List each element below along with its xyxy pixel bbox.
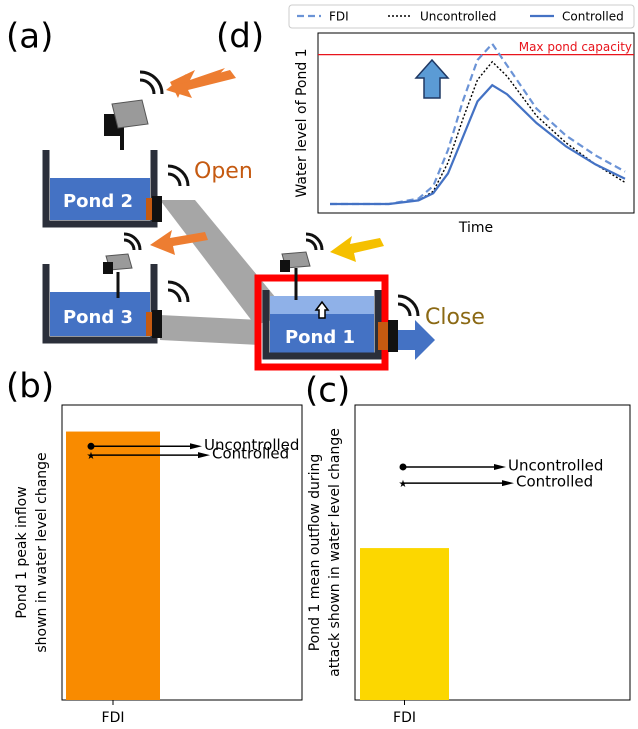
legend-label: Controlled <box>562 10 624 24</box>
marker-label: Controlled <box>212 445 289 463</box>
figure: (a) (d) (b) (c) <box>0 0 638 729</box>
marker: ★ <box>399 479 408 490</box>
marker: ★ <box>87 451 96 462</box>
line-series <box>330 62 625 204</box>
arrow-head <box>190 443 202 449</box>
bar <box>66 432 160 700</box>
panel-label: (d) <box>216 17 264 57</box>
panel-label: (a) <box>6 17 53 57</box>
y-axis-label: Pond 1 mean outflow during <box>307 454 323 652</box>
marker <box>88 443 95 450</box>
line-series <box>330 44 625 204</box>
arrow-head <box>502 480 514 486</box>
rise-arrow <box>416 60 448 98</box>
x-tick-label: FDI <box>102 710 125 726</box>
arrow-head <box>494 464 506 470</box>
y-axis-label: Water level of Pond 1 <box>294 48 310 197</box>
diagram: Pond 2 Pond 3 Pond 1 Open Close <box>46 68 485 367</box>
y-axis-label: attack shown in water level change <box>327 428 343 677</box>
plot-frame <box>318 33 634 213</box>
panel-label: (b) <box>6 367 54 407</box>
close-label: Close <box>425 305 485 330</box>
x-axis-label: Time <box>458 220 493 236</box>
bar <box>360 548 449 700</box>
marker <box>400 463 407 470</box>
annotation: Max pond capacity <box>519 40 632 54</box>
marker-label: Controlled <box>516 473 593 491</box>
legend-label: FDI <box>329 10 349 24</box>
pond-label: Pond 1 <box>285 327 355 348</box>
panel-label: (c) <box>305 371 350 411</box>
x-tick-label: FDI <box>393 710 416 726</box>
pond-label: Pond 3 <box>63 307 133 328</box>
open-label: Open <box>194 159 253 184</box>
y-axis-label: shown in water level change <box>34 452 50 652</box>
legend-label: Uncontrolled <box>420 10 496 24</box>
y-axis-label: Pond 1 peak inflow <box>14 486 30 618</box>
pond-label: Pond 2 <box>63 191 133 212</box>
